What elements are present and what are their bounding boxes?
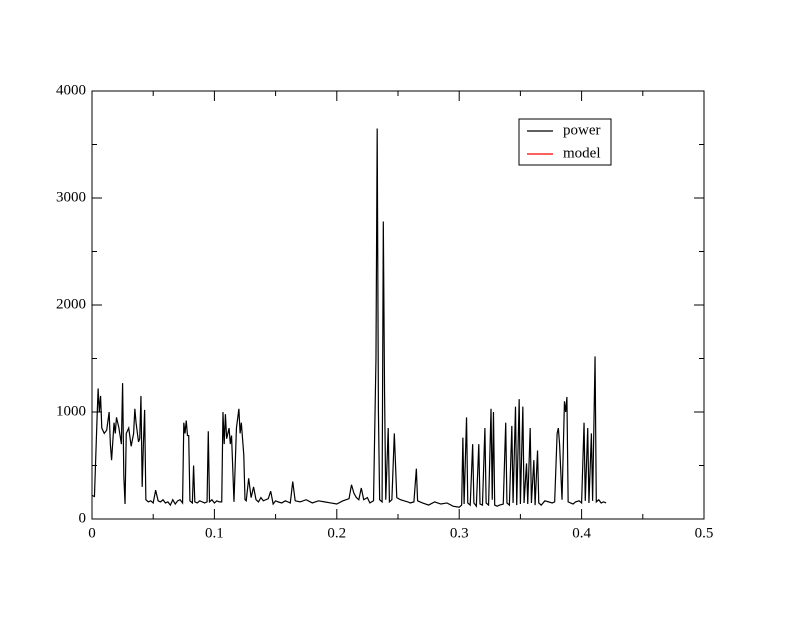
legend-box xyxy=(518,118,612,166)
y-tick-label: 0 xyxy=(79,510,87,526)
legend-label: model xyxy=(563,145,601,161)
y-tick-label: 1000 xyxy=(56,403,86,419)
x-tick-label: 0.5 xyxy=(695,525,714,541)
y-tick-label: 4000 xyxy=(56,82,86,98)
x-tick-label: 0.4 xyxy=(572,525,591,541)
y-tick-label: 3000 xyxy=(56,189,86,205)
x-tick-label: 0 xyxy=(88,525,96,541)
legend-label: power xyxy=(563,122,601,138)
x-tick-label: 0.3 xyxy=(450,525,469,541)
x-tick-label: 0.1 xyxy=(205,525,224,541)
x-tick-label: 0.2 xyxy=(327,525,346,541)
y-tick-label: 2000 xyxy=(56,296,86,312)
series-line xyxy=(91,128,607,508)
